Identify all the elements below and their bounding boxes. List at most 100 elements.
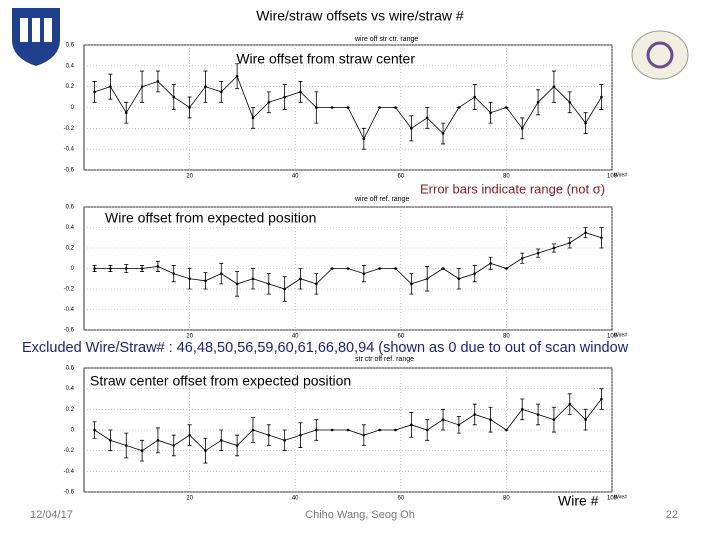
data-point	[204, 449, 207, 452]
x-tick-label: 20	[186, 174, 193, 180]
data-point	[505, 267, 508, 270]
data-point	[362, 137, 366, 141]
data-point	[140, 85, 144, 88]
data-point	[505, 106, 508, 109]
y-tick-label: 0.2	[66, 407, 75, 413]
data-point	[172, 272, 176, 275]
annotation: Straw center offset from expected positi…	[90, 373, 351, 389]
data-point	[568, 100, 572, 104]
data-point	[204, 85, 207, 88]
x-tick-label: 20	[186, 334, 193, 340]
data-point	[251, 116, 255, 120]
y-tick-label: 0.2	[66, 246, 75, 252]
annotation: Wire offset from straw center	[236, 51, 415, 67]
data-point	[410, 282, 413, 286]
author: Chiho Wang, Seog Oh	[305, 509, 415, 521]
data-point	[156, 439, 160, 442]
data-point	[251, 428, 255, 432]
data-point	[378, 428, 381, 432]
slide-title: Wire/straw offsets vs wire/straw #	[256, 8, 464, 24]
x-tick-label: 60	[397, 496, 404, 502]
data-point	[235, 444, 239, 447]
data-point	[394, 106, 397, 109]
data-point	[394, 428, 397, 432]
date: 12/04/17	[30, 509, 73, 521]
y-tick-label: 0.4	[66, 225, 75, 231]
x-axis-title: Wire#	[614, 332, 627, 338]
data-point	[473, 272, 477, 275]
histogram-title: wire off ref. range	[354, 196, 409, 203]
y-tick-label: 0	[71, 266, 75, 272]
data-point	[267, 100, 271, 104]
y-tick-label: -0.4	[64, 469, 75, 475]
data-point	[124, 444, 128, 447]
data-point	[346, 428, 350, 432]
data-point	[299, 277, 302, 281]
data-point	[124, 267, 128, 270]
y-tick-label: 0.6	[66, 43, 75, 49]
data-point	[124, 111, 128, 115]
data-point	[425, 116, 429, 120]
data-point	[140, 267, 144, 270]
data-point	[520, 256, 524, 260]
data-point	[315, 282, 318, 286]
y-tick-label: 0	[71, 105, 75, 111]
data-point	[552, 418, 556, 421]
data-point	[251, 277, 255, 281]
x-tick-label: 40	[292, 174, 299, 180]
x-tick-label: 40	[292, 496, 299, 502]
x-tick-label: 60	[397, 334, 404, 340]
data-point	[425, 277, 429, 281]
histogram-title: str ctr off ref. range	[355, 356, 414, 363]
data-point	[362, 433, 366, 437]
data-point	[473, 95, 477, 99]
data-point	[299, 433, 302, 437]
data-point	[172, 95, 176, 99]
page-number: 22	[666, 509, 678, 521]
data-point	[584, 121, 587, 125]
x-axis-title: Wire#	[614, 494, 627, 500]
data-point	[473, 413, 477, 416]
data-point	[219, 439, 223, 442]
data-point	[109, 85, 112, 88]
x-tick-label: 60	[397, 174, 404, 180]
y-tick-label: -0.4	[64, 147, 75, 153]
x-tick-label: 100	[607, 334, 618, 340]
y-tick-label: -0.6	[64, 490, 75, 496]
data-point	[156, 80, 160, 83]
data-point	[330, 267, 334, 270]
data-point	[235, 74, 239, 78]
data-point	[188, 277, 191, 281]
data-point	[267, 433, 271, 437]
data-point	[441, 418, 445, 421]
data-point	[346, 267, 350, 270]
x-tick-label: 80	[503, 496, 510, 502]
data-point	[93, 90, 96, 94]
data-point	[520, 127, 524, 130]
y-tick-label: 0.6	[66, 205, 75, 211]
data-point	[536, 413, 540, 416]
data-point	[283, 439, 286, 442]
data-point	[584, 418, 587, 421]
data-point	[283, 287, 286, 291]
data-point	[267, 282, 271, 286]
data-point	[489, 262, 492, 265]
data-point	[536, 251, 540, 255]
y-tick-label: -0.2	[64, 126, 75, 132]
data-point	[536, 100, 540, 104]
data-point	[188, 106, 191, 109]
y-tick-label: -0.2	[64, 448, 75, 454]
data-point	[315, 106, 318, 109]
data-point	[140, 449, 144, 452]
data-point	[394, 267, 397, 270]
excluded-note: Excluded Wire/Straw# : 46,48,50,56,59,60…	[22, 340, 629, 356]
y-tick-label: -0.6	[64, 168, 75, 174]
data-point	[315, 428, 318, 432]
data-point	[378, 267, 381, 270]
data-point	[204, 279, 207, 283]
data-point	[600, 397, 603, 401]
data-point	[441, 132, 445, 135]
